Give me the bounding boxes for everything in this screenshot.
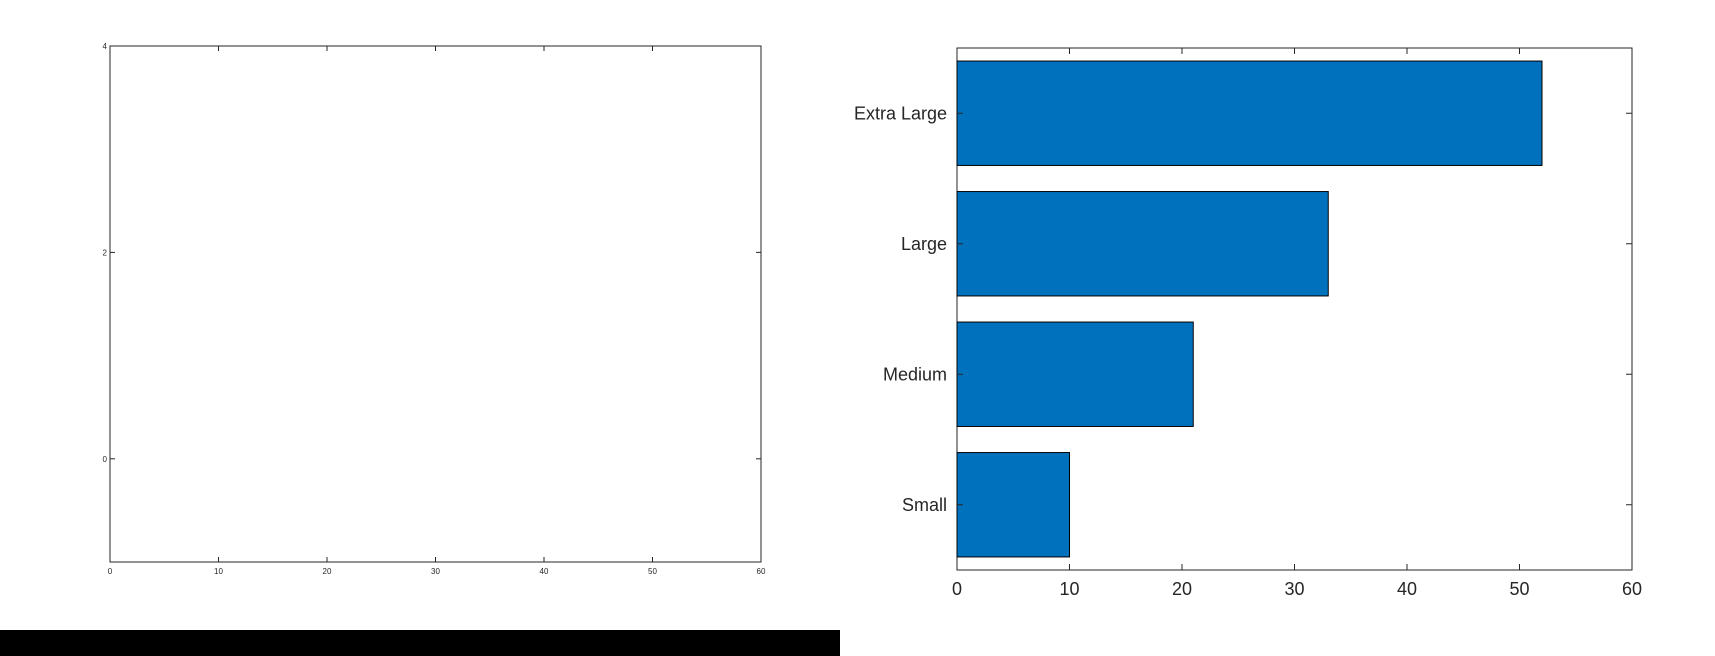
right-x-tick-label: 10 — [1059, 579, 1079, 599]
right-x-tick-label: 60 — [1622, 579, 1642, 599]
left-x-tick-label: 0 — [108, 567, 113, 576]
right-x-tick-label: 40 — [1397, 579, 1417, 599]
bar-large — [956, 191, 1329, 297]
category-label: Small — [902, 495, 947, 515]
right-x-tick-label: 50 — [1509, 579, 1529, 599]
right-x-tick-label: 0 — [952, 579, 962, 599]
category-label: Medium — [883, 364, 947, 384]
left-x-tick-label: 50 — [648, 567, 657, 576]
left-plot-area — [109, 45, 762, 563]
left-x-tick-label: 20 — [323, 567, 332, 576]
left-x-tick-label: 60 — [757, 567, 766, 576]
left-x-tick-label: 10 — [214, 567, 223, 576]
bar-small — [956, 452, 1070, 558]
bar-medium — [956, 321, 1194, 427]
left-empty-axes: 0 10 20 30 40 50 60 0 2 4 — [103, 42, 766, 576]
left-x-tick-label: 40 — [540, 567, 549, 576]
right-x-tick-label: 20 — [1172, 579, 1192, 599]
black-strip — [0, 630, 840, 656]
left-y-tick-label: 0 — [103, 455, 108, 464]
left-y-tick-label: 2 — [103, 248, 108, 257]
category-label: Extra Large — [854, 103, 947, 123]
right-x-tick-label: 30 — [1284, 579, 1304, 599]
left-y-tick-label: 4 — [103, 42, 108, 51]
category-label: Large — [901, 234, 947, 254]
bar-extra-large — [956, 60, 1543, 166]
right-bar-chart-axes: Small Medium Large Extra Large 0 10 20 30 40 50 60 — [854, 47, 1642, 599]
left-x-tick-label: 30 — [431, 567, 440, 576]
